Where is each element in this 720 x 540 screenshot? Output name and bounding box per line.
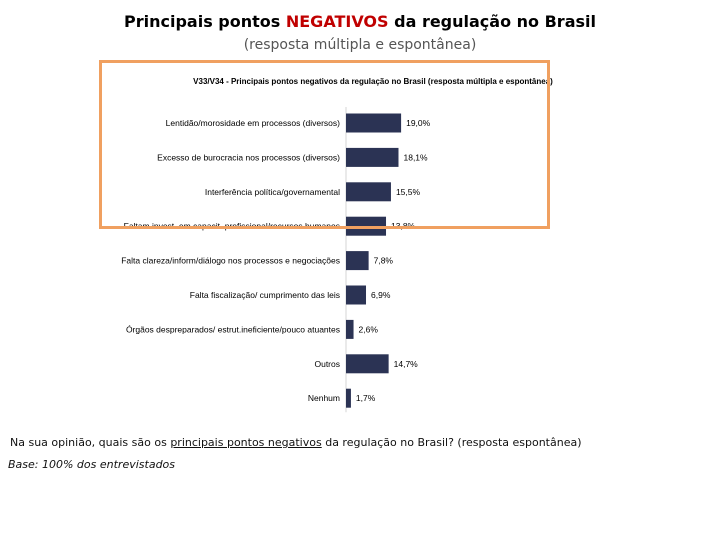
category-label: Interferência política/governamental xyxy=(205,187,340,197)
slide-title: Principais pontos NEGATIVOS da regulação… xyxy=(0,12,720,31)
value-label: 19,0% xyxy=(406,118,431,128)
bar xyxy=(346,319,354,339)
question-underlined: principais pontos negativos xyxy=(170,436,322,449)
bar xyxy=(346,251,369,271)
category-label: Falta fiscalização/ cumprimento das leis xyxy=(190,290,340,300)
category-label: Excesso de burocracia nos processos (div… xyxy=(157,152,340,162)
slide-title-highlight: NEGATIVOS xyxy=(285,12,389,31)
category-label: Lentidão/morosidade em processos (divers… xyxy=(166,118,341,128)
value-label: 14,7% xyxy=(394,359,419,369)
bar xyxy=(346,113,402,133)
slide-subtitle: (resposta múltipla e espontânea) xyxy=(243,37,477,53)
slide-title-post: da regulação no Brasil xyxy=(388,12,596,31)
bar-chart: V33/V34 - Principais pontos negativos da… xyxy=(121,77,553,413)
category-label: Falta clareza/inform/diálogo nos process… xyxy=(121,256,340,266)
value-label: 7,8% xyxy=(374,256,394,266)
value-label: 6,9% xyxy=(371,290,391,300)
bar xyxy=(346,354,389,374)
category-label: Órgãos despreparados/ estrut.ineficiente… xyxy=(126,324,340,334)
bar xyxy=(346,388,351,408)
slide-title-pre: Principais pontos xyxy=(124,12,286,31)
question-pre: Na sua opinião, quais são os xyxy=(10,436,171,449)
chart-title: V33/V34 - Principais pontos negativos da… xyxy=(193,77,553,86)
category-label: Nenhum xyxy=(308,393,340,403)
question-post: da regulação no Brasil? (resposta espont… xyxy=(321,436,582,449)
highlight-box xyxy=(99,60,550,229)
category-label: Outros xyxy=(314,359,340,369)
bar xyxy=(346,182,391,202)
value-label: 15,5% xyxy=(396,187,421,197)
base-note: Base: 100% dos entrevistados xyxy=(8,458,176,471)
value-label: 1,7% xyxy=(356,393,376,403)
value-label: 2,6% xyxy=(359,324,379,334)
value-label: 18,1% xyxy=(403,152,428,162)
bar xyxy=(346,147,399,167)
survey-question: Na sua opinião, quais são os principais … xyxy=(10,436,582,449)
bar xyxy=(346,285,367,305)
